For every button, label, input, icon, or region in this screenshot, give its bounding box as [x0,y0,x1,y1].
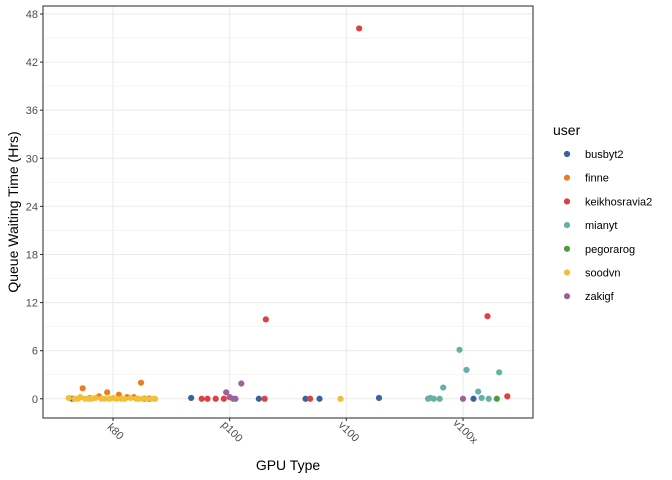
panel-border [42,5,534,419]
legend-key [563,222,571,229]
data-point [65,394,72,402]
data-point [459,395,467,402]
data-point [493,395,500,402]
y-tick-label: 48 [26,9,38,21]
y-tick-label: 24 [26,201,38,213]
y-tick-label: 6 [32,346,38,358]
data-point [188,394,195,402]
data-point [504,393,511,400]
data-point [151,395,159,402]
data-point [316,395,323,402]
data-point [127,394,134,402]
data-point [143,395,150,402]
y-tick-label: 42 [26,57,38,69]
data-point [262,316,269,323]
data-point [470,395,477,402]
data-point [135,395,142,402]
legend-key [563,198,571,205]
data-point [101,395,108,402]
data-point [104,389,111,396]
legend-key [563,293,571,300]
legend-label: mianyt [585,220,617,232]
data-point [238,380,245,387]
y-tick-label: 12 [26,298,38,310]
y-tick-label: 30 [26,153,38,165]
data-point [255,395,262,402]
data-point [427,394,434,402]
legend-label: zakigf [585,291,615,303]
data-point [485,395,492,402]
legend-label: busbyt2 [585,149,624,161]
data-point [77,394,84,401]
data-point [436,395,443,402]
data-point [456,346,463,353]
legend: user busbyt2 finne keikhosravia2 mianyt pego… [553,122,652,303]
y-tick-label: 0 [32,394,38,406]
data-points [65,25,511,402]
data-point [261,395,268,402]
data-point [375,394,383,402]
legend-label: finne [585,173,609,185]
legend-key [563,150,571,158]
legend-title: user [553,122,581,138]
legend-key [563,269,571,276]
data-point [121,395,128,402]
y-axis-title: Queue Waiting Time (Hrs) [5,131,21,292]
data-point [463,366,470,374]
legend-key [563,245,571,252]
data-point [356,25,363,32]
data-point [92,394,99,402]
data-point [204,395,211,402]
x-axis-title: GPU Type [256,457,321,473]
data-point [307,395,314,402]
legend-label: soodvn [585,268,620,280]
legend-label: keikhosravia2 [585,196,652,208]
data-point [79,385,86,392]
data-point [302,395,309,402]
data-point [212,395,219,402]
y-axis: 0 6 12 18 24 30 36 42 48 [26,9,43,406]
data-point [484,313,491,320]
legend-key [563,174,571,181]
data-point [198,395,205,402]
data-point [137,379,145,386]
major-grid [43,6,533,418]
data-point [496,369,503,376]
data-point [475,388,482,395]
legend-label: pegorarog [585,244,635,256]
data-point [337,395,344,402]
data-point [440,384,447,391]
y-tick-label: 18 [26,249,38,261]
data-point [113,395,120,402]
data-point [220,395,227,402]
minor-grid [43,37,533,375]
data-point [223,389,230,396]
y-tick-label: 36 [26,105,38,117]
data-point [478,394,485,402]
data-point [232,395,239,402]
